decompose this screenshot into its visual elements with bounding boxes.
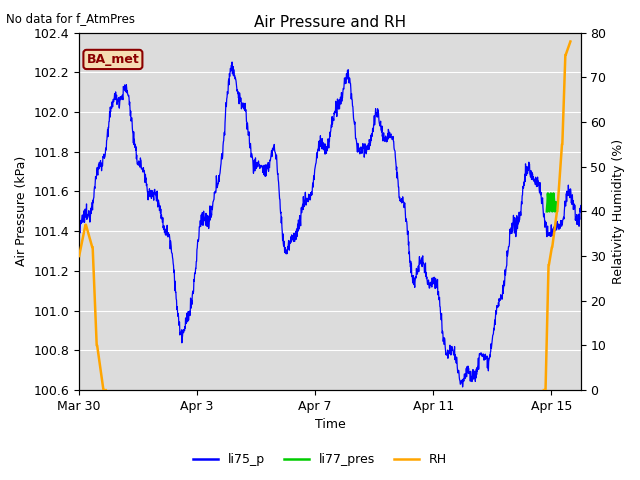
X-axis label: Time: Time [315,419,346,432]
Text: No data for f_AtmPres: No data for f_AtmPres [6,12,136,25]
Title: Air Pressure and RH: Air Pressure and RH [254,15,406,30]
Legend: li75_p, li77_pres, RH: li75_p, li77_pres, RH [188,448,452,471]
Y-axis label: Relativity Humidity (%): Relativity Humidity (%) [612,139,625,284]
Y-axis label: Air Pressure (kPa): Air Pressure (kPa) [15,156,28,266]
Text: BA_met: BA_met [86,53,140,66]
